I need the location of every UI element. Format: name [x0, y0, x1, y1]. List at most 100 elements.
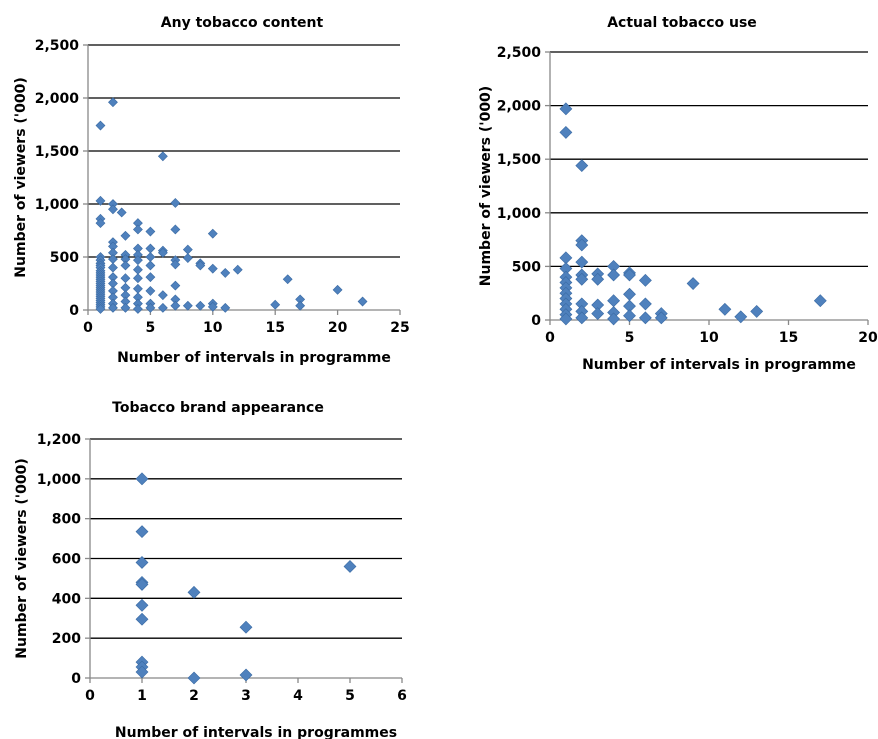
- x-tick-label: 15: [265, 320, 284, 336]
- data-point: [170, 280, 181, 291]
- data-point: [182, 300, 193, 311]
- y-tick-label: 0: [69, 303, 79, 319]
- data-point: [145, 302, 156, 313]
- data-point: [120, 302, 131, 313]
- y-tick-label: 1,500: [497, 152, 542, 168]
- data-point: [135, 598, 149, 612]
- y-tick-label: 0: [71, 671, 81, 687]
- x-tick-label: 2: [189, 688, 199, 704]
- x-tick-label: 0: [545, 330, 555, 346]
- y-tick-label: 500: [50, 250, 79, 266]
- data-point: [145, 285, 156, 296]
- chart-1: 0 500 1,000 1,500 2,000 2,500 0 5 10 15 20 25 Any to…: [13, 15, 410, 366]
- data-point: [132, 255, 143, 266]
- y-tick-label: 200: [52, 631, 81, 647]
- data-point: [95, 218, 106, 229]
- data-point: [686, 277, 700, 290]
- data-point: [120, 273, 131, 284]
- data-point: [95, 195, 106, 206]
- data-point: [157, 151, 168, 162]
- data-point: [108, 262, 118, 273]
- data-point: [623, 268, 636, 282]
- y-tick-label: 400: [52, 591, 81, 607]
- y-tick-label: 500: [512, 259, 541, 275]
- data-point: [170, 224, 181, 235]
- data-point: [120, 260, 131, 271]
- data-point: [157, 302, 168, 313]
- x-axis-title: Number of intervals in programme: [582, 357, 856, 373]
- data-point: [120, 230, 131, 241]
- data-point: [157, 290, 168, 301]
- data-point: [157, 247, 168, 258]
- data-point: [108, 204, 118, 215]
- data-point: [135, 577, 149, 591]
- data-point: [207, 263, 218, 274]
- x-tick-label: 5: [625, 330, 635, 346]
- data-point: [559, 312, 573, 326]
- data-point: [132, 273, 143, 284]
- data-point: [207, 301, 218, 312]
- x-tick-label: 5: [146, 320, 156, 336]
- data-point: [607, 294, 621, 308]
- y-tick-label: 1,000: [37, 472, 82, 488]
- data-point: [220, 267, 231, 278]
- x-axis-title: Number of intervals in programme: [117, 350, 391, 366]
- x-tick-label: 10: [203, 320, 223, 336]
- data-point: [813, 294, 827, 308]
- data-point: [135, 665, 149, 679]
- data-point: [145, 226, 156, 237]
- data-point: [734, 310, 748, 324]
- y-tick-label: 1,000: [497, 206, 542, 222]
- x-tick-label: 6: [397, 688, 407, 704]
- data-point: [135, 472, 149, 486]
- x-tick-label: 10: [699, 330, 719, 346]
- chart-3: 0 200 400 600 800 1,000 1,200 0 1 2 3 4 5 6 Tobacco br…: [14, 400, 407, 739]
- x-tick-label: 20: [858, 330, 878, 346]
- data-point: [357, 296, 368, 307]
- data-point: [132, 224, 143, 235]
- data-point: [239, 668, 253, 682]
- data-point: [718, 302, 732, 316]
- data-point: [591, 272, 605, 286]
- data-point: [559, 102, 573, 116]
- y-tick-label: 2,500: [35, 38, 80, 54]
- data-point: [654, 311, 668, 325]
- y-tick-label: 2,000: [35, 91, 80, 107]
- data-point: [195, 260, 206, 271]
- y-tick-label: 1,000: [35, 197, 80, 213]
- data-point: [132, 264, 143, 275]
- data-point: [135, 612, 149, 626]
- y-tick-label: 1,200: [37, 432, 82, 448]
- y-tick-label: 0: [531, 313, 541, 329]
- data-point: [145, 272, 156, 283]
- x-tick-label: 15: [779, 330, 798, 346]
- data-point: [95, 120, 106, 131]
- data-point: [145, 243, 156, 254]
- data-point: [187, 671, 201, 685]
- y-axis-title: Number of viewers ('000): [13, 77, 29, 277]
- data-point: [575, 159, 589, 173]
- chart-title: Actual tobacco use: [607, 15, 757, 31]
- y-tick-label: 600: [52, 552, 81, 568]
- data-point: [239, 620, 253, 634]
- x-tick-label: 20: [328, 320, 348, 336]
- data-point: [170, 300, 181, 311]
- chart-title: Any tobacco content: [161, 15, 324, 31]
- data-point: [559, 251, 573, 265]
- data-point: [575, 272, 589, 286]
- data-point: [591, 307, 605, 320]
- x-tick-label: 1: [137, 688, 147, 704]
- data-point: [638, 273, 652, 287]
- y-axis-title: Number of viewers ('000): [14, 458, 30, 658]
- data-point: [108, 302, 118, 313]
- data-point: [132, 304, 143, 314]
- data-point: [638, 297, 652, 311]
- data-point: [575, 311, 589, 325]
- data-point: [170, 259, 181, 270]
- data-point: [207, 228, 218, 239]
- x-tick-label: 25: [390, 320, 409, 336]
- data-point: [282, 274, 293, 285]
- data-point: [187, 585, 201, 599]
- data-point: [145, 260, 156, 271]
- x-tick-label: 3: [241, 688, 251, 704]
